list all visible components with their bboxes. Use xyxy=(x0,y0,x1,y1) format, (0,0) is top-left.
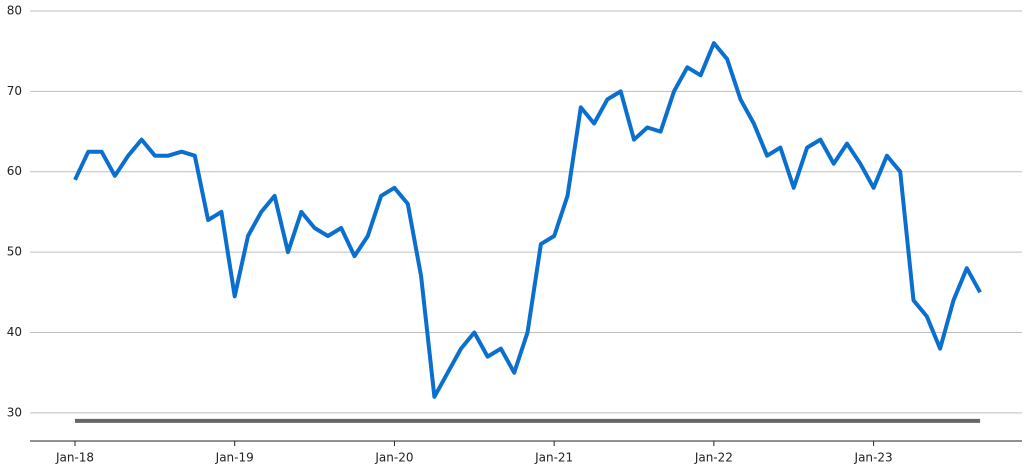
y-tick-label: 50 xyxy=(7,245,22,259)
y-tick-label: 80 xyxy=(7,4,22,18)
x-tick-label: Jan-21 xyxy=(534,451,573,465)
x-tick-label: Jan-23 xyxy=(854,451,893,465)
y-tick-label: 40 xyxy=(7,325,22,339)
y-tick-label: 60 xyxy=(7,164,22,178)
x-tick-label: Jan-18 xyxy=(55,451,94,465)
line-series xyxy=(73,41,982,399)
x-tick-label: Jan-22 xyxy=(694,451,733,465)
y-tick-label: 70 xyxy=(7,84,22,98)
x-tick-label: Jan-19 xyxy=(215,451,254,465)
x-tick-label: Jan-20 xyxy=(374,451,413,465)
y-tick-label: 30 xyxy=(7,405,22,419)
